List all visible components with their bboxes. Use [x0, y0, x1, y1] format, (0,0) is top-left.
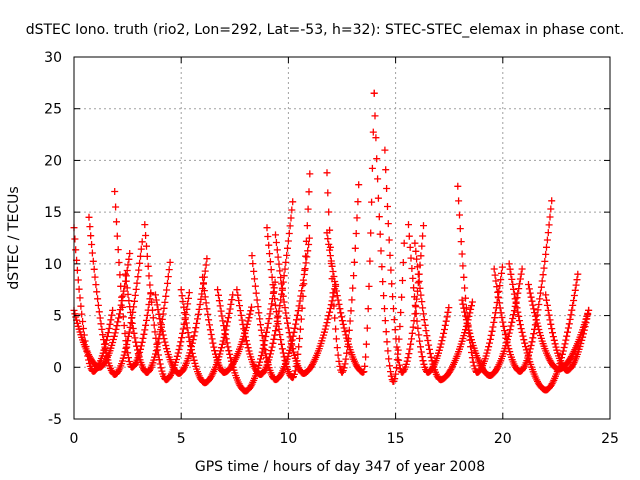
plus-markers [505, 260, 582, 394]
y-tick-label: 30 [44, 50, 62, 66]
satellite-pass [248, 234, 313, 384]
plus-markers [323, 89, 378, 376]
x-tick-label: 5 [177, 431, 186, 447]
axis-ticks: 0 5 10 15 20 25 -5 0 5 10 15 20 25 30 [44, 50, 619, 447]
satellite-pass [85, 213, 146, 378]
x-tick-label: 10 [279, 431, 297, 447]
plus-markers [177, 286, 237, 387]
y-tick-label: 20 [44, 153, 62, 169]
satellite-pass [199, 273, 255, 376]
satellite-pass [177, 286, 237, 387]
y-tick-label: 10 [44, 257, 62, 273]
satellite-pass [111, 188, 155, 371]
y-tick-label: 0 [53, 360, 62, 376]
plus-markers [122, 258, 174, 376]
satellite-pass [490, 197, 556, 375]
satellite-pass [370, 89, 408, 385]
plus-markers [85, 213, 146, 378]
plus-markers [199, 273, 255, 376]
chart-title: dSTEC Iono. truth (rio2, Lon=292, Lat=-5… [26, 22, 625, 38]
x-tick-label: 25 [601, 431, 619, 447]
satellite-pass [272, 231, 340, 377]
y-tick-label: 15 [44, 205, 62, 221]
x-tick-label: 20 [494, 431, 512, 447]
plus-markers [405, 221, 453, 376]
plus-markers [370, 89, 408, 385]
grid [74, 57, 610, 419]
plot-frame [73, 56, 611, 420]
y-tick-label: 25 [44, 102, 62, 118]
satellite-pass [122, 258, 174, 376]
plus-markers [248, 234, 313, 384]
y-tick-label: -5 [48, 412, 62, 428]
y-axis-label: dSTEC / TECUs [6, 186, 22, 289]
satellite-pass [323, 169, 363, 376]
plus-markers [490, 197, 556, 375]
data-series [70, 89, 593, 395]
y-tick-label: 5 [53, 309, 62, 325]
satellite-pass [323, 89, 378, 376]
x-tick-label: 0 [70, 431, 79, 447]
plus-markers [323, 169, 363, 376]
satellite-pass [405, 221, 453, 376]
x-axis-label: GPS time / hours of day 347 of year 2008 [195, 459, 485, 475]
plus-markers [542, 291, 593, 374]
plus-markers [272, 231, 340, 377]
satellite-pass [505, 260, 582, 394]
plus-markers [111, 188, 155, 371]
satellite-pass [542, 291, 593, 374]
x-tick-label: 15 [387, 431, 405, 447]
